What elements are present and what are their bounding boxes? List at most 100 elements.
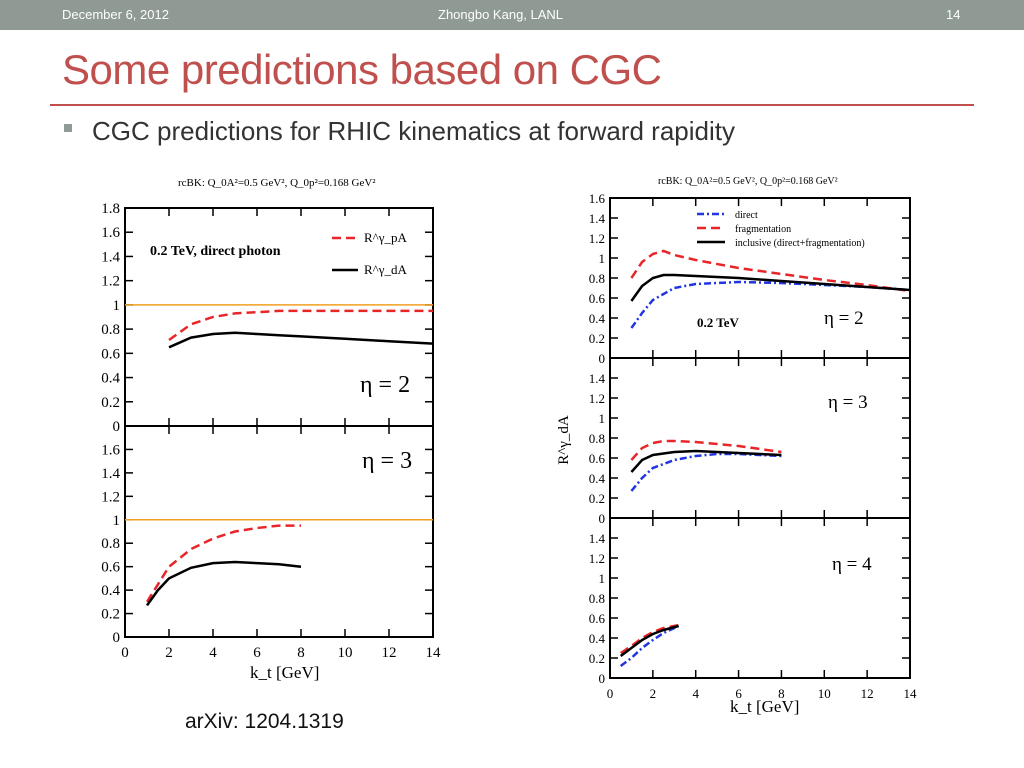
eta-label: η = 2: [360, 372, 410, 398]
legend-label: R^γ_dA: [364, 262, 408, 277]
y-tick-label: 0: [599, 351, 606, 366]
series-line-dashed-red: [630, 439, 782, 461]
y-tick-label: 0.6: [101, 560, 120, 576]
chart-header: rcBK: Q_0A²=0.5 GeV², Q_0p²=0.168 GeV²: [658, 176, 838, 187]
y-axis-label: R^γ_dA: [556, 415, 572, 465]
y-tick-label: 0.2: [101, 395, 120, 411]
y-tick-label: 0: [599, 511, 606, 526]
series-line-solid-black: [619, 624, 679, 658]
x-tick-label: 6: [735, 686, 742, 701]
slide-date: December 6, 2012: [62, 7, 169, 22]
y-tick-label: 0.8: [101, 322, 120, 338]
y-tick-label: 0.6: [589, 291, 606, 306]
title-rule: [50, 104, 974, 106]
series-line-dashed-red: [168, 309, 433, 342]
eta-label: η = 2: [824, 308, 864, 329]
chart-header: rcBK: Q_0A²=0.5 GeV², Q_0p²=0.168 GeV²: [178, 177, 376, 189]
y-tick-label: 1: [113, 513, 121, 529]
series-line-dashed-red: [630, 249, 911, 293]
series-line-dashdot-blue: [619, 624, 680, 668]
x-tick-label: 14: [426, 645, 442, 661]
legend-label: direct: [735, 210, 758, 221]
y-tick-label: 0: [113, 419, 121, 435]
energy-label: 0.2 TeV: [697, 315, 740, 330]
y-tick-label: 1.2: [101, 489, 120, 505]
legend-label: fragmentation: [735, 224, 791, 235]
y-tick-label: 0.4: [589, 311, 606, 326]
panel-frame: [124, 425, 434, 638]
eta-label: η = 4: [832, 554, 872, 575]
slide-title: Some predictions based on CGC: [62, 46, 662, 93]
y-tick-label: 1: [599, 571, 606, 586]
x-tick-label: 4: [692, 686, 699, 701]
y-tick-label: 1.4: [101, 466, 120, 482]
y-tick-label: 0.2: [589, 331, 605, 346]
y-tick-label: 0.2: [101, 607, 120, 623]
y-tick-label: 1.4: [589, 531, 606, 546]
bullet-text: CGC predictions for RHIC kinematics at f…: [92, 116, 735, 146]
slide-author: Zhongbo Kang, LANL: [438, 7, 564, 22]
y-tick-label: 1.2: [589, 231, 605, 246]
y-tick-label: 1.2: [589, 551, 605, 566]
series-line-dashed-red: [620, 623, 679, 655]
y-tick-label: 1: [113, 298, 121, 314]
y-tick-label: 0.8: [589, 431, 605, 446]
panel-frame: [609, 517, 911, 679]
y-tick-label: 0.6: [589, 451, 606, 466]
series-line-solid-black: [630, 449, 782, 473]
y-tick-label: 1.6: [589, 191, 606, 206]
y-tick-label: 1: [599, 251, 606, 266]
y-tick-label: 0: [599, 671, 606, 686]
y-tick-label: 0.2: [589, 491, 605, 506]
slide-page-number: 14: [946, 7, 961, 22]
x-tick-label: 8: [297, 645, 305, 661]
series-line-dashed-red: [145, 524, 301, 603]
x-tick-label: 0: [121, 645, 129, 661]
y-tick-label: 0: [113, 630, 121, 646]
x-tick-label: 4: [209, 645, 217, 661]
x-axis-label: k_t [GeV]: [250, 663, 319, 682]
x-tick-label: 10: [818, 686, 831, 701]
panel-frame: [609, 357, 911, 519]
y-tick-label: 0.4: [589, 631, 606, 646]
y-tick-label: 0.8: [589, 271, 605, 286]
series-line-solid-black: [145, 560, 302, 607]
x-tick-label: 0: [607, 686, 614, 701]
y-tick-label: 1.2: [101, 274, 120, 290]
series-line-solid-black: [630, 273, 911, 302]
y-tick-label: 0.2: [589, 651, 605, 666]
y-tick-label: 0.4: [101, 583, 120, 599]
x-tick-label: 2: [650, 686, 657, 701]
y-tick-label: 1.6: [101, 442, 120, 458]
energy-label: 0.2 TeV, direct photon: [150, 244, 281, 259]
y-tick-label: 0.6: [589, 611, 606, 626]
x-tick-label: 6: [253, 645, 261, 661]
x-tick-label: 14: [904, 686, 918, 701]
series-line-dashdot-blue: [630, 280, 911, 329]
y-tick-label: 1.4: [589, 211, 606, 226]
y-tick-label: 0.8: [101, 536, 120, 552]
y-tick-label: 0.4: [589, 471, 606, 486]
slide-header-bar: December 6, 2012 Zhongbo Kang, LANL 14: [0, 0, 1024, 30]
y-tick-label: 0.4: [101, 371, 120, 387]
y-tick-label: 0.6: [101, 346, 120, 362]
y-tick-label: 1.4: [589, 371, 606, 386]
series-line-dashdot-blue: [630, 452, 782, 492]
x-tick-label: 2: [165, 645, 173, 661]
y-tick-label: 1.8: [101, 201, 120, 217]
x-axis-label: k_t [GeV]: [730, 697, 799, 716]
y-tick-label: 1: [599, 411, 606, 426]
series-line-solid-black: [168, 331, 434, 349]
bullet-square-icon: [64, 124, 72, 132]
legend-label: R^γ_pA: [364, 230, 408, 245]
x-tick-label: 12: [382, 645, 397, 661]
legend-label: inclusive (direct+fragmentation): [735, 238, 865, 249]
citation: arXiv: 1204.1319: [185, 710, 344, 733]
x-tick-label: 12: [861, 686, 874, 701]
eta-label: η = 3: [362, 448, 412, 474]
x-tick-label: 10: [338, 645, 353, 661]
y-tick-label: 0.8: [589, 591, 605, 606]
x-tick-label: 8: [778, 686, 785, 701]
y-tick-label: 1.2: [589, 391, 605, 406]
